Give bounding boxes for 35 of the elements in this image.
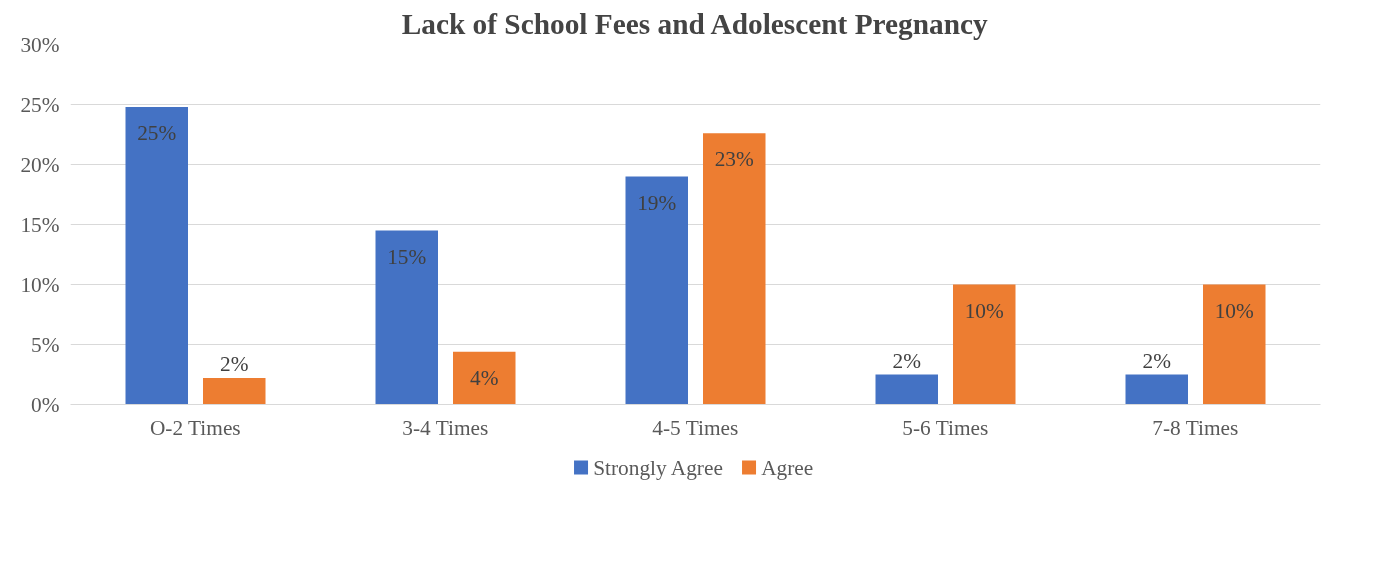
y-tick-label: 5% [31,332,60,357]
x-tick-label: 5-6 Times [902,415,989,440]
data-label: 2% [892,348,922,373]
data-label: 10% [1214,298,1255,323]
data-label: 2% [1142,348,1172,373]
y-tick-label: 25% [20,92,60,117]
bar [453,351,516,405]
data-label: 2% [220,352,249,377]
x-tick-label: 4-5 Times [652,415,739,440]
chart-title: Lack of School Fees and Adolescent Pregnancy [401,7,989,40]
y-tick-label: 10% [20,272,60,297]
data-label: 10% [964,298,1005,323]
bar [125,106,188,405]
bar [875,374,938,405]
bar [375,230,438,405]
y-tick-label: 15% [20,212,60,237]
bar [1203,284,1266,405]
data-label: 23% [714,147,755,172]
x-tick-label: O-2 Times [149,415,241,440]
bar [1125,374,1188,405]
y-tick-label: 30% [20,32,60,57]
data-label: 25% [137,120,177,145]
bar [625,176,688,405]
bar [703,133,766,405]
y-tick-label: 0% [31,392,60,417]
legend-label: Strongly Agree [593,455,723,480]
legend-label: Agree [761,455,814,480]
bar [203,378,266,405]
x-tick-label: 3-4 Times [402,415,489,440]
data-label: 19% [637,190,677,215]
data-label: 4% [470,365,499,390]
x-tick-label: 7-8 Times [1152,415,1239,440]
data-label: 15% [387,244,427,269]
y-tick-label: 20% [20,152,60,177]
bar [953,284,1016,405]
